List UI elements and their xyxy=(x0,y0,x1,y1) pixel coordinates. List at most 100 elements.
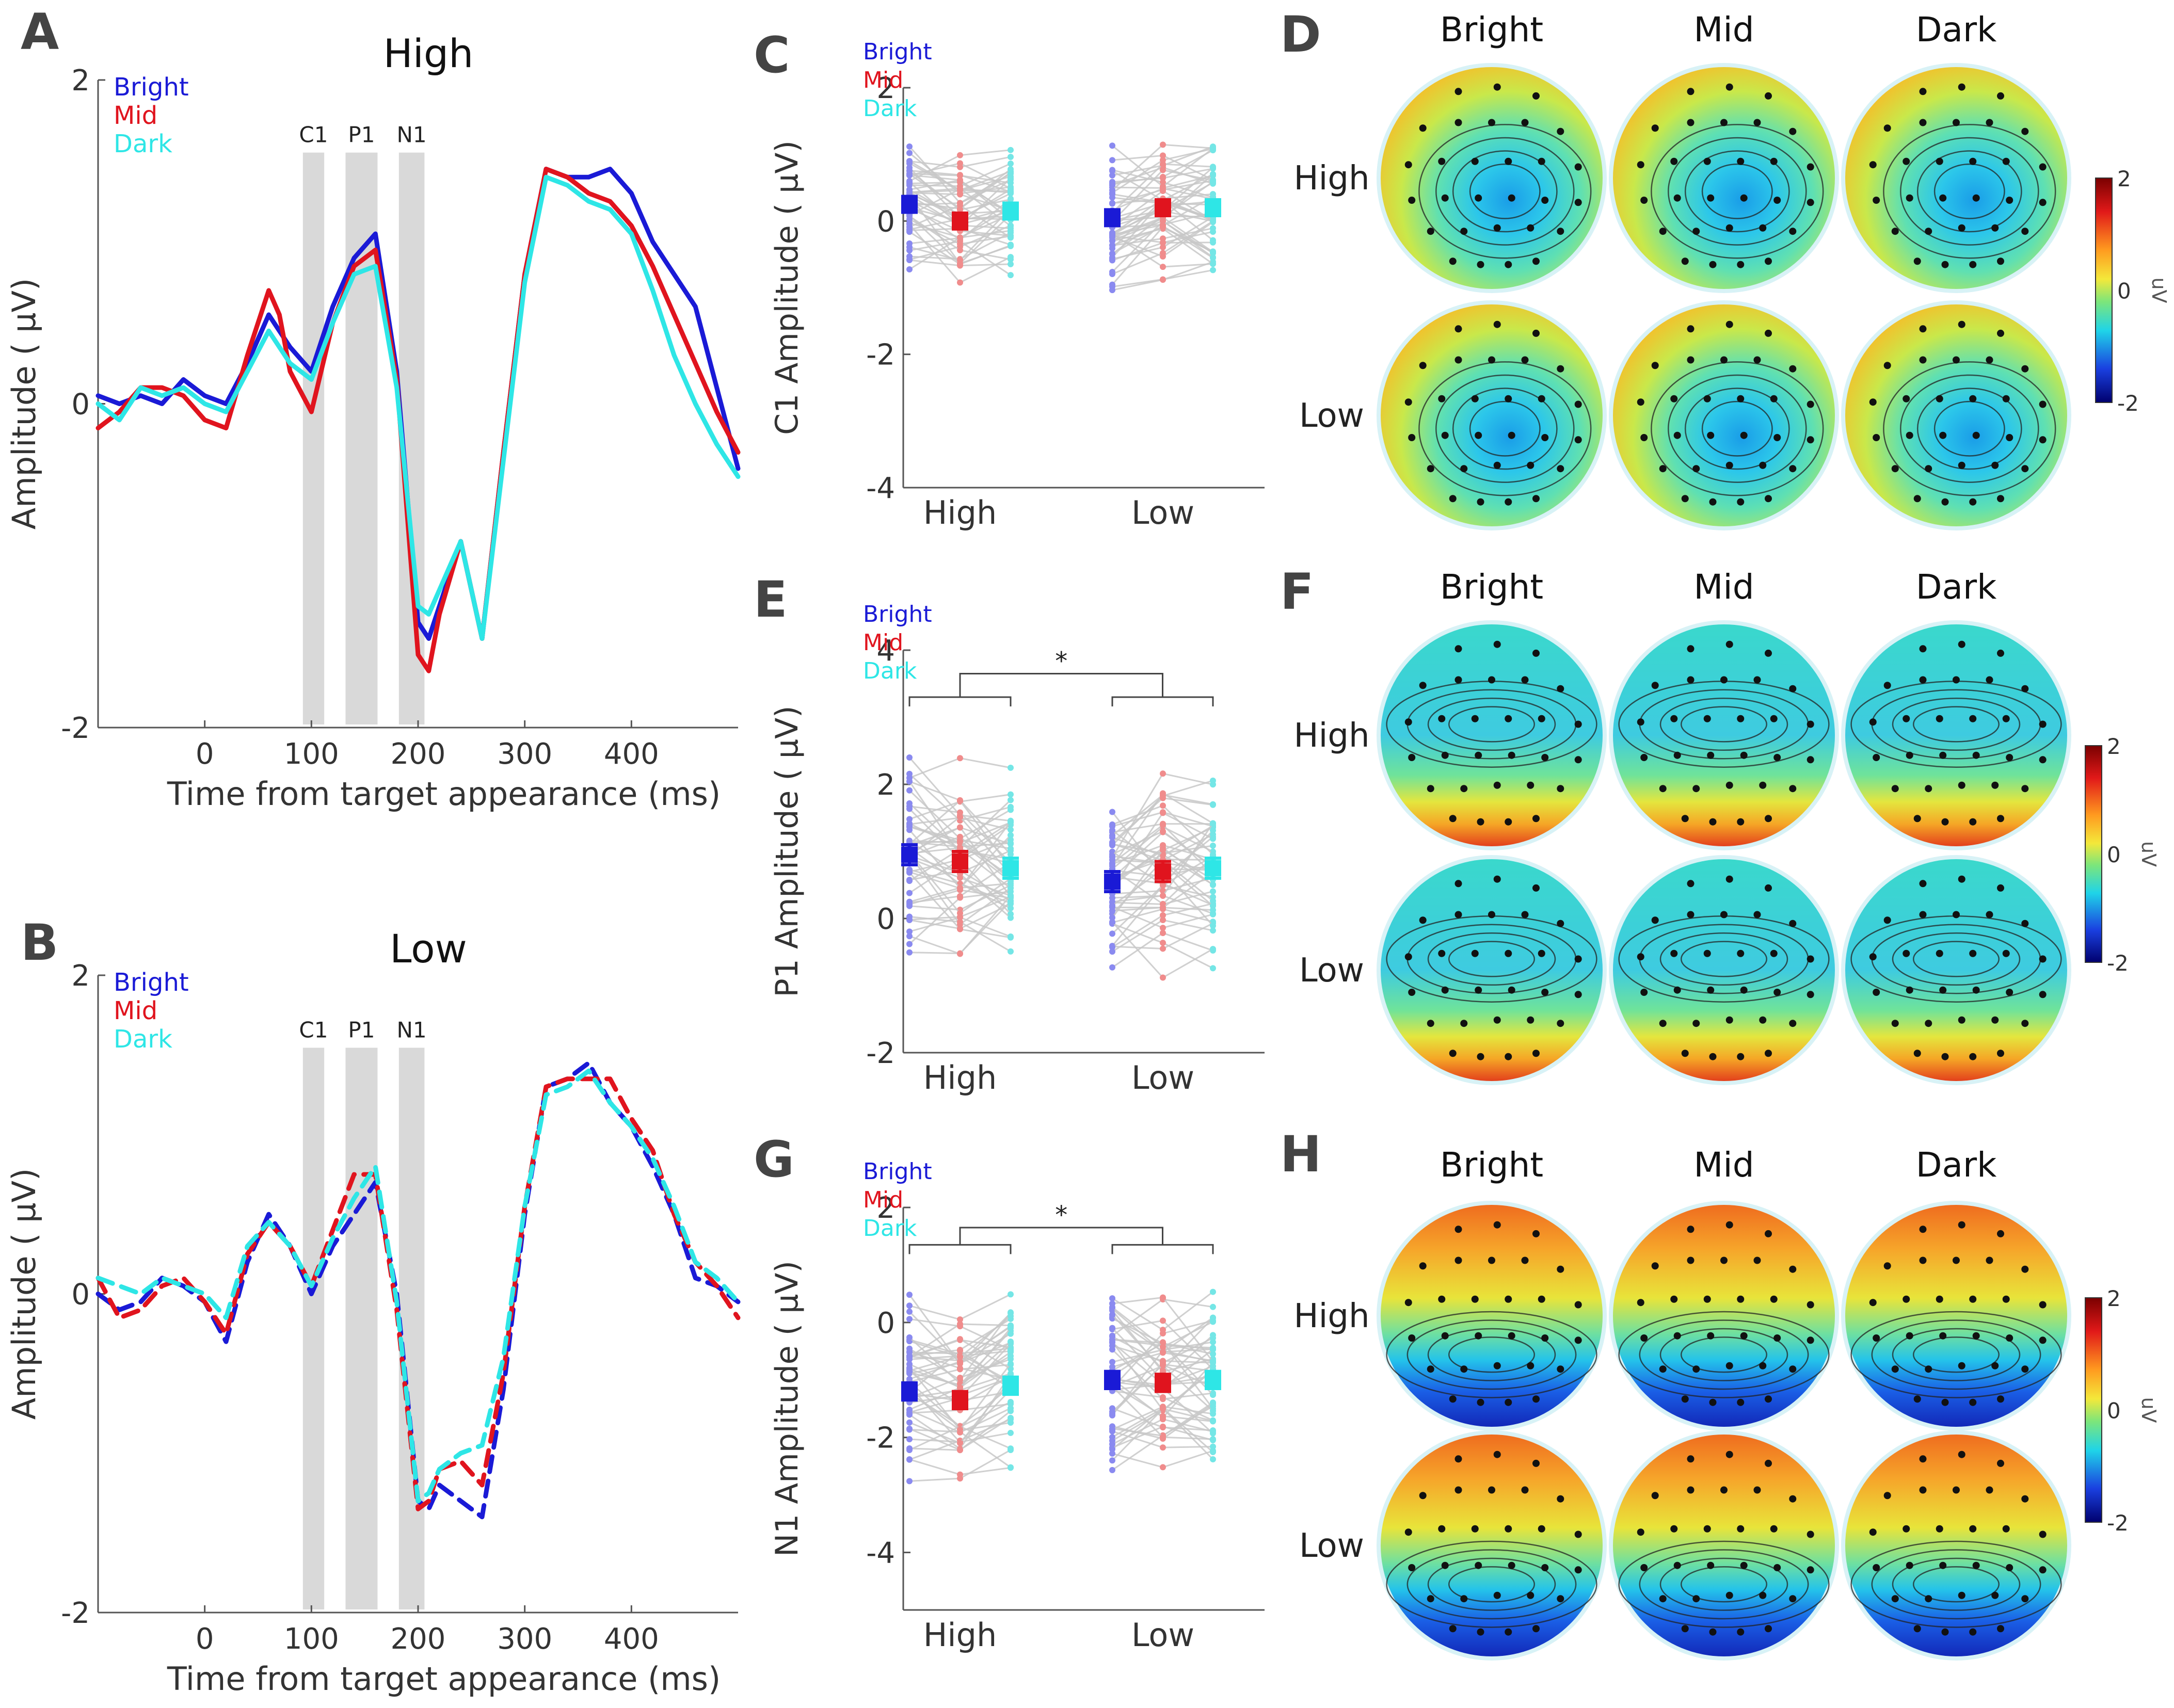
legend-dark: Dark xyxy=(863,95,917,122)
electrode-dot xyxy=(1427,465,1434,473)
subject-dot-mid xyxy=(1160,912,1166,919)
electrode-dot xyxy=(1972,1561,1980,1569)
electrode-dot xyxy=(1919,1455,1927,1463)
electrode-dot xyxy=(1709,261,1717,268)
electrode-dot xyxy=(1759,224,1767,232)
electrode-dot xyxy=(1441,1332,1449,1340)
subject-dot-bright xyxy=(906,933,913,940)
electrode-dot xyxy=(2021,1265,2029,1273)
subject-dot-mid xyxy=(1160,1394,1166,1400)
electrode-dot xyxy=(1488,911,1495,919)
subject-dot-bright xyxy=(1109,1426,1115,1433)
electrode-dot xyxy=(1493,320,1501,328)
electrode-dot xyxy=(1725,83,1733,91)
subject-dot-bright xyxy=(1109,230,1115,236)
electrode-dot xyxy=(1765,1230,1772,1237)
topo-column-title: Mid xyxy=(1693,10,1754,50)
electrode-dot xyxy=(1681,257,1689,265)
electrode-dot xyxy=(1869,718,1877,726)
subject-dot-bright xyxy=(1109,821,1115,828)
x-tick-label: 400 xyxy=(604,737,659,771)
electrode-dot xyxy=(1449,1625,1457,1633)
subject-dot-bright xyxy=(906,257,913,264)
electrode-dot xyxy=(1969,1525,1977,1533)
subject-dot-mid xyxy=(1160,1464,1166,1471)
y-tick-label: 2 xyxy=(876,768,895,802)
subject-dot-mid xyxy=(1160,1424,1166,1431)
subject-dot-dark xyxy=(1008,847,1014,854)
electrode-dot xyxy=(1737,1525,1745,1533)
mean-marker-mid xyxy=(1155,863,1171,880)
subject-dot-bright xyxy=(906,941,913,947)
subject-dot-bright xyxy=(1109,1311,1115,1318)
electrode-dot xyxy=(1404,1528,1412,1536)
legend-dark: Dark xyxy=(114,130,172,158)
topo-contour xyxy=(1892,1557,2021,1611)
electrode-dot xyxy=(2002,395,2010,402)
electrode-dot xyxy=(1770,395,1778,402)
electrode-dot xyxy=(1477,1398,1484,1406)
electrode-dot xyxy=(1759,461,1767,469)
subject-dot-bright xyxy=(1109,839,1115,846)
electrode-dot xyxy=(1709,1053,1717,1060)
colorbar-tick: -2 xyxy=(2107,1510,2129,1536)
subject-dot-mid xyxy=(957,279,963,286)
subject-dot-bright xyxy=(1109,809,1115,815)
panel-f-p1-topography: Bright Mid Dark High Low 2 0 -2 uV xyxy=(1293,567,2160,1085)
electrode-dot xyxy=(1419,682,1427,689)
subject-dot-mid xyxy=(1160,842,1166,849)
electrode-dot xyxy=(1807,1301,1814,1309)
electrode-dot xyxy=(1532,815,1540,823)
electrode-dot xyxy=(1637,953,1644,961)
electrode-dot xyxy=(1475,431,1482,439)
band-label-n1: N1 xyxy=(397,1017,427,1042)
topo-map xyxy=(1841,300,2071,530)
subject-dot-bright xyxy=(906,223,913,230)
mean-marker-mid xyxy=(1155,1374,1171,1391)
electrode-dot xyxy=(1941,498,1949,506)
topo-contour xyxy=(1427,932,1556,986)
subject-dot-dark xyxy=(1210,1427,1216,1434)
subject-dot-dark xyxy=(1210,888,1216,895)
subject-dot-dark xyxy=(1008,900,1014,907)
x-tick-label: 300 xyxy=(497,737,552,771)
electrode-dot xyxy=(1807,1566,1814,1574)
electrode-dot xyxy=(2039,1530,2047,1538)
electrode-dot xyxy=(1574,955,1582,963)
y-tick-label: -4 xyxy=(866,472,895,505)
x-tick-label: 100 xyxy=(284,737,339,771)
subject-dot-bright xyxy=(906,189,913,196)
electrode-dot xyxy=(1740,986,1748,994)
electrode-dot xyxy=(1997,649,2004,657)
band-label-c1: C1 xyxy=(299,1017,328,1042)
electrode-dot xyxy=(1527,1362,1534,1369)
electrode-dot xyxy=(1427,785,1434,793)
subject-dot-dark xyxy=(1008,154,1014,160)
electrode-dot xyxy=(1972,1332,1980,1340)
subject-dot-mid xyxy=(957,1358,963,1365)
topo-head xyxy=(1845,1205,2067,1427)
electrode-dot xyxy=(1773,197,1781,204)
electrode-dot xyxy=(1687,325,1695,333)
electrode-dot xyxy=(1997,1625,2004,1633)
subject-dot-dark xyxy=(1008,147,1014,153)
x-tick-label: 0 xyxy=(196,1622,214,1656)
electrode-dot xyxy=(1681,815,1689,823)
topo-contour xyxy=(1448,941,1536,977)
subject-dot-bright xyxy=(906,1292,913,1298)
electrode-dot xyxy=(1574,1530,1582,1538)
subject-dot-dark xyxy=(1210,1447,1216,1454)
topo-head xyxy=(1613,1435,1835,1656)
subject-dot-mid xyxy=(957,152,963,158)
panel-letter-b: B xyxy=(21,914,58,972)
subject-dot-mid xyxy=(957,1347,963,1354)
subject-dot-bright xyxy=(1109,861,1115,867)
subject-dot-mid xyxy=(1160,770,1166,777)
subject-dot-bright xyxy=(1109,287,1115,294)
topo-column-title: Bright xyxy=(1440,1145,1543,1185)
electrode-dot xyxy=(1538,1525,1545,1533)
electrode-dot xyxy=(1574,163,1582,171)
electrode-dot xyxy=(1765,257,1772,265)
topo-map xyxy=(1609,1201,1839,1431)
subject-dot-mid xyxy=(1160,846,1166,853)
